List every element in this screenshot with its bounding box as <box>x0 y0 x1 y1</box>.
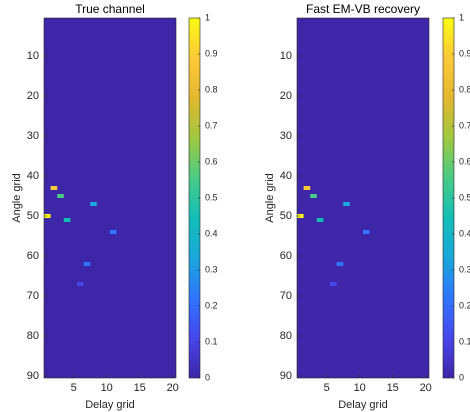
y-tick-label: 50 <box>27 210 39 222</box>
chart-title: Fast EM-VB recovery <box>306 2 420 16</box>
heatmap-cell <box>77 282 84 286</box>
heatmap-cell <box>330 282 337 286</box>
colorbar-tick-label: 0.8 <box>205 84 218 94</box>
colorbar-tick-label: 0.2 <box>205 300 218 310</box>
heatmap-cell <box>316 218 324 222</box>
colorbar-tick-label: 1 <box>205 12 210 22</box>
y-tick-label: 70 <box>27 290 39 302</box>
y-tick-label: 10 <box>27 50 39 62</box>
colorbar-tick-label: 0.1 <box>459 336 470 346</box>
x-tick-label: 5 <box>324 382 330 394</box>
y-tick-label: 90 <box>27 370 39 382</box>
heatmap-cell <box>110 230 117 234</box>
heatmap-cell <box>310 194 317 198</box>
heatmap-cell <box>297 214 304 218</box>
colorbar-tick-label: 0.7 <box>459 120 470 130</box>
colorbar-tick-label: 0.2 <box>459 300 470 310</box>
axes-frame <box>43 17 177 379</box>
colorbar-tick-label: 0.6 <box>205 156 218 166</box>
heatmap-cell <box>57 194 64 198</box>
colorbar-tick-label: 0.4 <box>459 228 470 238</box>
heatmap-cell <box>336 262 344 266</box>
x-tick-label: 10 <box>354 382 366 394</box>
axes-frame <box>296 17 430 379</box>
x-tick-label: 20 <box>167 382 179 394</box>
colorbar-tick-label: 0 <box>205 372 210 382</box>
colorbar-tick-label: 0.1 <box>205 336 218 346</box>
heatmap-cell <box>303 186 311 190</box>
x-axis-label: Delay grid <box>85 399 135 411</box>
colorbar-tick-label: 0.5 <box>459 192 470 202</box>
colorbar-tick-label: 0.8 <box>459 84 470 94</box>
x-tick-label: 10 <box>101 382 113 394</box>
y-tick-label: 70 <box>280 290 292 302</box>
y-tick-label: 20 <box>280 90 292 102</box>
chart-title: True channel <box>75 2 145 16</box>
y-tick-label: 80 <box>280 330 292 342</box>
colorbar-tick-label: 0.9 <box>205 48 218 58</box>
colorbar-tick-label: 0.4 <box>205 228 218 238</box>
colorbar-tick-label: 0.6 <box>459 156 470 166</box>
heatmap-cell <box>44 214 51 218</box>
heatmap-background <box>297 18 429 378</box>
heatmap-cell <box>343 202 350 206</box>
heatmap-cell <box>363 230 370 234</box>
x-tick-label: 5 <box>71 382 77 394</box>
y-tick-label: 60 <box>27 250 39 262</box>
y-tick-label: 50 <box>280 210 292 222</box>
y-tick-label: 40 <box>27 170 39 182</box>
colorbar-tick-label: 0.5 <box>205 192 218 202</box>
colorbar-tick-label: 0.3 <box>459 264 470 274</box>
colorbar-tick-label: 0.9 <box>459 48 470 58</box>
x-tick-label: 20 <box>420 382 432 394</box>
heatmap-cell <box>83 262 91 266</box>
y-tick-label: 60 <box>280 250 292 262</box>
colorbar-tick-label: 0 <box>459 372 464 382</box>
y-tick-label: 40 <box>280 170 292 182</box>
x-tick-label: 15 <box>134 382 146 394</box>
x-axis-label: Delay grid <box>338 399 388 411</box>
y-axis-label: Angle grid <box>264 173 276 223</box>
y-tick-label: 90 <box>280 370 292 382</box>
y-axis-label: Angle grid <box>11 173 23 223</box>
colorbar-tick-label: 0.7 <box>205 120 218 130</box>
y-tick-label: 30 <box>27 130 39 142</box>
y-tick-label: 20 <box>27 90 39 102</box>
heatmap-cell <box>63 218 71 222</box>
colorbar-tick-label: 0.3 <box>205 264 218 274</box>
heatmap-background <box>44 18 176 378</box>
y-tick-label: 30 <box>280 130 292 142</box>
heatmap-cell <box>90 202 97 206</box>
y-tick-label: 10 <box>280 50 292 62</box>
y-tick-label: 80 <box>27 330 39 342</box>
colorbar-tick-label: 1 <box>459 12 464 22</box>
x-tick-label: 15 <box>387 382 399 394</box>
heatmap-cell <box>50 186 58 190</box>
